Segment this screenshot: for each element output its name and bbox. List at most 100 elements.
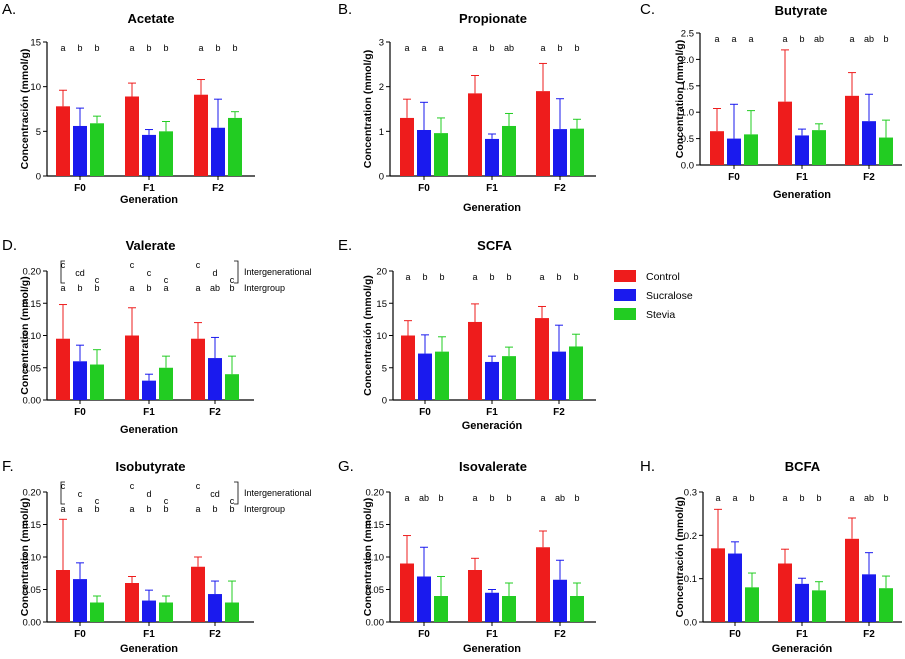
significance-letter: a: [782, 493, 787, 503]
panel-b: B. Propionate Concentration (mmol/g) Genera…: [338, 1, 596, 214]
intergroup-letter: a: [163, 283, 168, 293]
y-tick-label: 0.20: [23, 267, 42, 278]
significance-letter: b: [77, 43, 82, 53]
note-intergenerational: Intergenerational: [244, 267, 312, 277]
intergenerational-letter: d: [146, 489, 151, 499]
x-axis-label: Generation: [120, 643, 178, 655]
panel-label: D.: [2, 237, 17, 254]
intergenerational-letter: c: [78, 489, 83, 499]
legend-swatch-stevia: [614, 308, 636, 320]
significance-letter: a: [540, 493, 545, 503]
bar-sucralose-f0: [727, 138, 741, 165]
legend-swatch-sucralose: [614, 289, 636, 301]
significance-letter: b: [163, 43, 168, 53]
intergenerational-letter: c: [61, 260, 66, 270]
x-tick-label: F1: [796, 629, 808, 640]
y-tick-label: 5: [382, 363, 387, 374]
x-tick-label: F1: [486, 183, 498, 194]
bar-control-f0: [711, 548, 725, 622]
bar-sucralose-f1: [795, 583, 809, 622]
panel-label: B.: [338, 1, 352, 18]
significance-letter: a: [731, 34, 736, 44]
intergenerational-letter: c: [164, 496, 169, 506]
intergenerational-letter: c: [196, 260, 201, 270]
bar-sucralose-f2: [211, 127, 225, 176]
significance-letter: b: [749, 493, 754, 503]
panel-label: H.: [640, 458, 655, 475]
intergenerational-letter: c: [95, 275, 100, 285]
significance-letter: ab: [864, 493, 874, 503]
y-tick-label: 0.00: [366, 618, 385, 629]
bar-sucralose-f1: [795, 135, 809, 165]
intergenerational-letter: c: [61, 481, 66, 491]
y-tick-label: 0.10: [366, 553, 385, 564]
bar-stevia-f1: [812, 130, 826, 165]
x-tick-label: F1: [796, 172, 808, 183]
intergroup-letter: a: [60, 283, 65, 293]
bracket-right: [234, 481, 239, 505]
x-axis-label: Generation: [773, 189, 831, 201]
bar-control-f1: [468, 570, 482, 622]
x-axis-label: Generation: [120, 424, 178, 436]
y-axis-label: Concentration (mmol/g): [362, 50, 374, 168]
bar-control-f2: [191, 566, 205, 622]
y-tick-label: 3: [379, 38, 384, 49]
intergroup-letter: b: [212, 504, 217, 514]
bar-stevia-f1: [159, 131, 173, 176]
y-tick-label: 1.5: [681, 81, 694, 92]
y-tick-label: 10: [376, 331, 387, 342]
bar-control-f1: [778, 101, 792, 165]
panel-d: D. Valerate Concentration (mmol/g) Generati…: [2, 237, 312, 436]
intergroup-letter: b: [94, 504, 99, 514]
bar-stevia-f1: [502, 356, 516, 400]
intergroup-letter: a: [129, 283, 134, 293]
bar-sucralose-f1: [485, 361, 499, 400]
bar-stevia-f2: [228, 117, 242, 176]
x-tick-label: F2: [554, 183, 566, 194]
panel-g: G. Isovalerate Concentration (mmol/g) Gener…: [338, 458, 596, 655]
significance-letter: a: [849, 34, 854, 44]
significance-letter: b: [438, 493, 443, 503]
x-axis-label: Generation: [463, 202, 521, 214]
x-tick-label: F0: [74, 183, 86, 194]
y-tick-label: 0.05: [23, 585, 42, 596]
y-tick-label: 0.00: [23, 618, 42, 629]
x-tick-label: F2: [553, 407, 565, 418]
y-tick-label: 0.0: [681, 161, 694, 172]
intergroup-letter: a: [77, 504, 82, 514]
bar-stevia-f2: [570, 596, 584, 622]
significance-letter: a: [405, 272, 410, 282]
bar-sucralose-f2: [552, 351, 566, 400]
chart-title: Butyrate: [775, 3, 828, 18]
bar-stevia-f1: [159, 602, 173, 622]
y-tick-label: 0.20: [366, 488, 385, 499]
bar-sucralose-f2: [862, 121, 876, 165]
chart-title: Isobutyrate: [115, 459, 185, 474]
intergroup-letter: b: [94, 283, 99, 293]
significance-letter: a: [438, 43, 443, 53]
x-tick-label: F0: [74, 629, 86, 640]
intergroup-letter: b: [229, 283, 234, 293]
y-axis-label: Concentration (mmol/g): [19, 276, 31, 394]
note-intergroup: Intergroup: [244, 504, 285, 514]
significance-letter: ab: [419, 493, 429, 503]
y-tick-label: 0.2: [684, 531, 697, 542]
intergroup-letter: b: [229, 504, 234, 514]
bar-sucralose-f2: [208, 358, 222, 400]
y-tick-label: 0.05: [366, 585, 385, 596]
significance-letter: b: [439, 272, 444, 282]
y-axis-label: Concentration (mmol/g): [362, 498, 374, 616]
bar-control-f2: [535, 318, 549, 400]
intergenerational-letter: cd: [75, 268, 85, 278]
x-tick-label: F0: [418, 183, 430, 194]
significance-letter: a: [540, 43, 545, 53]
bar-sucralose-f2: [862, 574, 876, 622]
significance-letter: b: [799, 34, 804, 44]
panel-label: G.: [338, 458, 354, 475]
bar-control-f2: [536, 91, 550, 176]
intergroup-letter: ab: [210, 283, 220, 293]
significance-letter: b: [799, 493, 804, 503]
intergroup-letter: b: [146, 504, 151, 514]
x-tick-label: F2: [863, 172, 875, 183]
